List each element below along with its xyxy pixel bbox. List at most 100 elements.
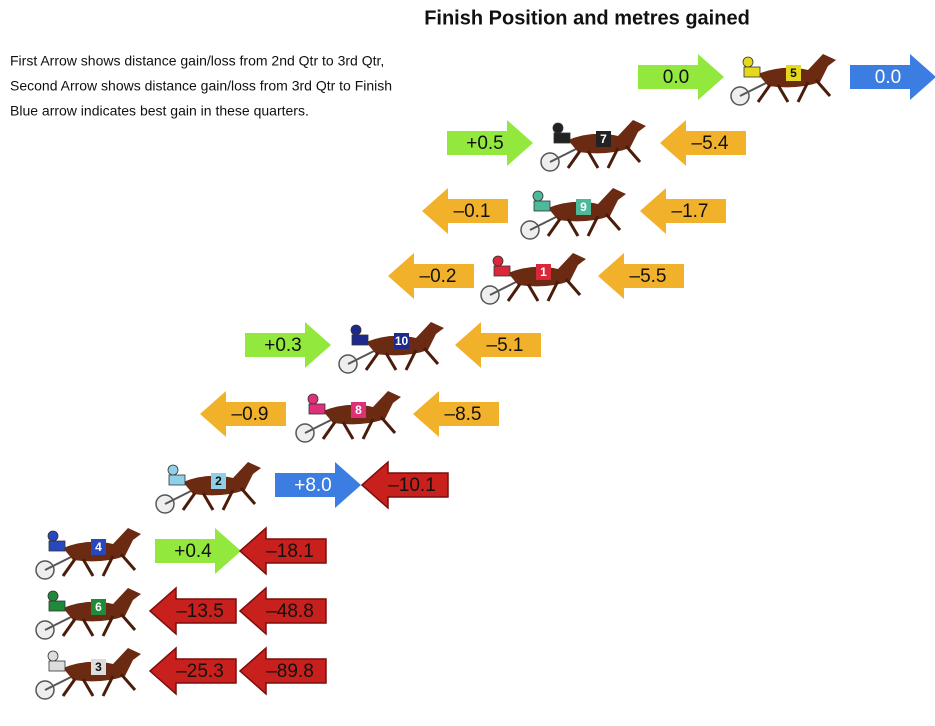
horse-leg (424, 348, 438, 364)
jockey-silk (49, 661, 65, 671)
horse: 9 (521, 188, 626, 239)
arrow-label: +0.5 (466, 133, 504, 154)
horse-leg (121, 674, 135, 690)
jockey-head (48, 651, 58, 661)
horse-number: 7 (600, 132, 607, 146)
jockey-head (48, 531, 58, 541)
horse: 7 (541, 120, 646, 171)
arrow-label: –5.5 (630, 266, 667, 287)
arrow-label: +0.3 (264, 335, 302, 356)
horse-number: 1 (540, 265, 547, 279)
arrow-label: –48.8 (266, 601, 314, 622)
arrow-label: –10.1 (388, 475, 436, 496)
arrow: –25.3 (150, 648, 236, 694)
horse-leg (606, 214, 620, 230)
horse-leg (568, 151, 580, 168)
horse-leg (528, 284, 538, 301)
jockey-head (351, 325, 361, 335)
horse-leg (386, 353, 396, 370)
horse: 10 (339, 322, 444, 373)
horse-number: 2 (215, 474, 222, 488)
note: Blue arrow indicates best gain in these … (10, 103, 309, 119)
arrow: +0.3 (245, 322, 331, 368)
horse: 5 (731, 54, 836, 105)
arrow: –5.4 (660, 120, 746, 166)
horse: 2 (156, 462, 261, 513)
horse-number: 3 (95, 660, 102, 674)
arrow: –8.5 (413, 391, 499, 437)
note: First Arrow shows distance gain/loss fro… (10, 53, 384, 69)
horse-leg (121, 614, 135, 630)
arrow-label: +8.0 (294, 475, 332, 496)
arrow-label: –13.5 (176, 601, 224, 622)
horse-leg (508, 284, 520, 301)
horse-leg (366, 353, 378, 370)
horse-leg (626, 146, 640, 162)
arrow-label: –8.5 (445, 404, 482, 425)
horse-leg (323, 422, 335, 439)
horse: 3 (36, 648, 141, 699)
horse-leg (121, 554, 135, 570)
horse-leg (83, 679, 93, 696)
jockey-silk (169, 475, 185, 485)
arrow-label: 0.0 (875, 67, 901, 88)
jockey-silk (494, 266, 510, 276)
arrow-label: 0.0 (663, 67, 689, 88)
horse-leg (568, 219, 578, 236)
arrow: –1.7 (640, 188, 726, 234)
page: Finish Position and metres gained First … (0, 0, 935, 726)
horse-leg (343, 422, 353, 439)
arrow: –13.5 (150, 588, 236, 634)
horse: 6 (36, 588, 141, 639)
horse-number: 5 (790, 66, 797, 80)
horse-number: 6 (95, 600, 102, 614)
arrow: –48.8 (240, 588, 326, 634)
jockey-head (553, 123, 563, 133)
jockey-head (743, 57, 753, 67)
arrow: –5.5 (598, 253, 684, 299)
arrow-label: –18.1 (266, 541, 314, 562)
arrow: 0.0 (850, 54, 935, 100)
horse-number: 9 (580, 200, 587, 214)
horse-leg (548, 219, 560, 236)
jockey-head (168, 465, 178, 475)
arrow-label: –1.7 (672, 201, 709, 222)
jockey-head (533, 191, 543, 201)
horse-leg (241, 488, 255, 504)
horse-leg (83, 619, 93, 636)
horse-number: 8 (355, 403, 362, 417)
jockey-silk (309, 404, 325, 414)
arrow: +0.5 (447, 120, 533, 166)
arrow: –0.9 (200, 391, 286, 437)
horse-leg (63, 559, 75, 576)
arrow-label: –0.9 (232, 404, 269, 425)
horse-leg (588, 151, 598, 168)
jockey-silk (49, 601, 65, 611)
arrow: –18.1 (240, 528, 326, 574)
jockey-silk (49, 541, 65, 551)
arrow-label: +0.4 (174, 541, 212, 562)
infographic: Finish Position and metres gained First … (0, 0, 935, 726)
arrow: –89.8 (240, 648, 326, 694)
horse-leg (381, 417, 395, 433)
horse: 8 (296, 391, 401, 442)
note: Second Arrow shows distance gain/loss fr… (10, 78, 392, 94)
horse-leg (183, 493, 195, 510)
jockey-silk (534, 201, 550, 211)
arrow-label: –25.3 (176, 661, 224, 682)
arrow-label: –5.4 (692, 133, 729, 154)
jockey-silk (554, 133, 570, 143)
horse-leg (816, 80, 830, 96)
jockey-head (308, 394, 318, 404)
jockey-silk (352, 335, 368, 345)
title: Finish Position and metres gained (424, 7, 750, 29)
horse-number: 10 (395, 334, 409, 348)
horse-leg (758, 85, 770, 102)
arrow: –10.1 (362, 462, 448, 508)
arrow-label: –0.1 (454, 201, 491, 222)
arrow-label: –5.1 (487, 335, 524, 356)
horse-leg (63, 679, 75, 696)
jockey-silk (744, 67, 760, 77)
arrow-label: –0.2 (420, 266, 457, 287)
horse-leg (203, 493, 213, 510)
